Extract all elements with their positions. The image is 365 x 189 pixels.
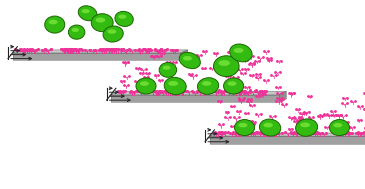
Polygon shape — [279, 91, 286, 102]
Ellipse shape — [330, 119, 350, 136]
Ellipse shape — [197, 78, 219, 94]
Ellipse shape — [333, 123, 342, 127]
Ellipse shape — [72, 28, 79, 32]
Ellipse shape — [202, 81, 211, 86]
Ellipse shape — [96, 17, 105, 22]
Ellipse shape — [168, 81, 178, 86]
Ellipse shape — [238, 123, 247, 127]
Ellipse shape — [115, 11, 133, 26]
Ellipse shape — [183, 56, 192, 61]
Ellipse shape — [296, 119, 318, 136]
Ellipse shape — [264, 123, 273, 128]
Ellipse shape — [159, 63, 177, 77]
Polygon shape — [111, 94, 279, 102]
Ellipse shape — [179, 52, 200, 69]
Ellipse shape — [234, 48, 243, 53]
Polygon shape — [181, 50, 188, 60]
Ellipse shape — [230, 44, 252, 62]
Polygon shape — [13, 50, 188, 53]
Ellipse shape — [107, 29, 116, 34]
Ellipse shape — [162, 66, 170, 70]
Ellipse shape — [136, 78, 156, 94]
Ellipse shape — [223, 78, 244, 94]
Polygon shape — [210, 133, 365, 136]
Polygon shape — [111, 91, 286, 94]
Ellipse shape — [214, 56, 239, 77]
Ellipse shape — [164, 77, 186, 95]
Ellipse shape — [118, 15, 127, 19]
Polygon shape — [13, 53, 181, 60]
Ellipse shape — [235, 119, 255, 136]
Ellipse shape — [68, 25, 85, 39]
Ellipse shape — [49, 20, 58, 24]
Polygon shape — [210, 136, 365, 144]
Ellipse shape — [81, 9, 90, 13]
Ellipse shape — [260, 119, 281, 136]
Ellipse shape — [91, 14, 113, 32]
Ellipse shape — [219, 60, 230, 66]
Ellipse shape — [140, 81, 149, 86]
Ellipse shape — [227, 81, 237, 86]
Ellipse shape — [78, 6, 97, 21]
Ellipse shape — [103, 26, 123, 42]
Ellipse shape — [300, 122, 310, 127]
Ellipse shape — [45, 16, 65, 33]
